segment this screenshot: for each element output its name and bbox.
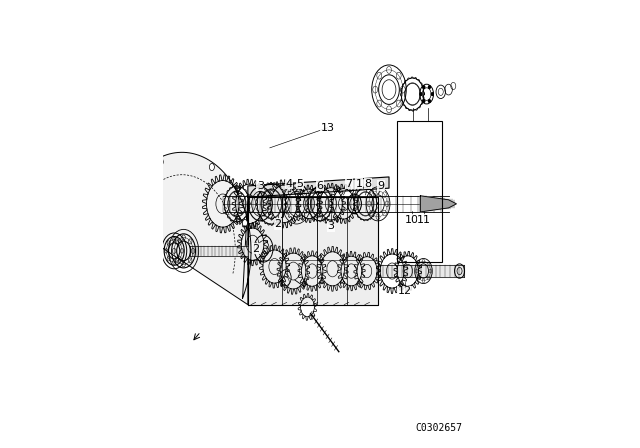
Text: 7: 7 bbox=[346, 179, 353, 189]
Polygon shape bbox=[378, 265, 464, 277]
Text: 3: 3 bbox=[328, 221, 335, 231]
Text: 10: 10 bbox=[405, 215, 419, 224]
Circle shape bbox=[120, 207, 125, 214]
Text: 11: 11 bbox=[417, 215, 431, 224]
Polygon shape bbox=[117, 152, 251, 305]
Text: 12: 12 bbox=[397, 286, 412, 296]
Polygon shape bbox=[420, 196, 456, 212]
Circle shape bbox=[420, 93, 422, 95]
Circle shape bbox=[209, 164, 214, 171]
Text: 8: 8 bbox=[365, 179, 372, 189]
Circle shape bbox=[423, 86, 425, 88]
Text: 9: 9 bbox=[378, 181, 385, 191]
Circle shape bbox=[423, 100, 425, 103]
Circle shape bbox=[429, 100, 430, 103]
Text: 2: 2 bbox=[252, 244, 259, 254]
Polygon shape bbox=[248, 177, 389, 197]
Polygon shape bbox=[190, 246, 248, 256]
Text: 5: 5 bbox=[296, 179, 303, 189]
Text: 4: 4 bbox=[285, 179, 292, 189]
Circle shape bbox=[431, 93, 433, 95]
Bar bbox=[397, 121, 442, 262]
Circle shape bbox=[243, 220, 248, 227]
Text: C0302657: C0302657 bbox=[415, 423, 463, 433]
Polygon shape bbox=[248, 197, 378, 305]
Text: 13: 13 bbox=[321, 123, 335, 133]
Circle shape bbox=[158, 158, 163, 165]
Text: 3: 3 bbox=[257, 181, 264, 191]
Text: 6: 6 bbox=[317, 181, 323, 191]
Text: 1: 1 bbox=[355, 179, 362, 189]
Text: 2: 2 bbox=[274, 219, 281, 229]
Circle shape bbox=[429, 86, 430, 88]
